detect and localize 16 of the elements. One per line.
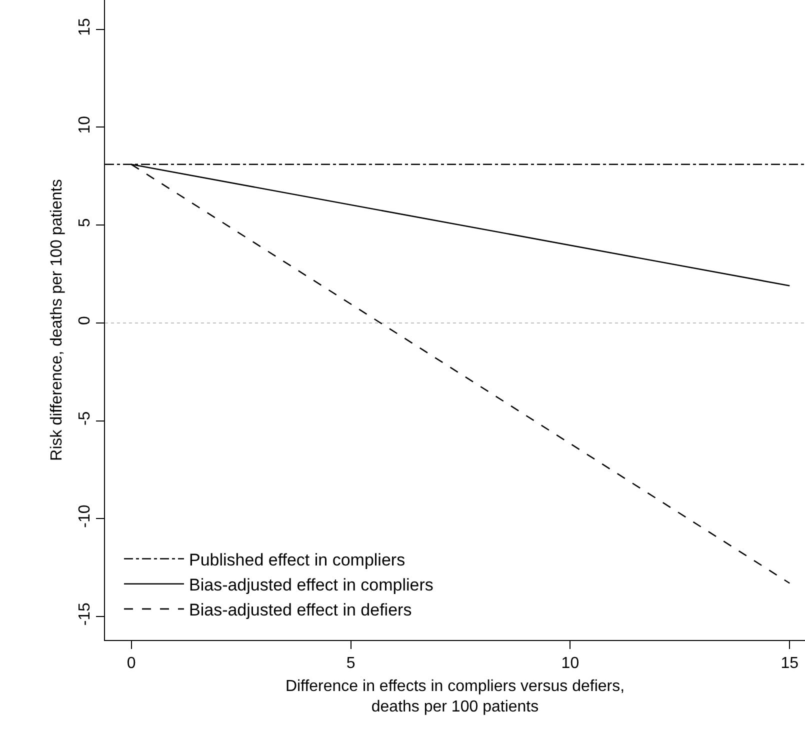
y-tick-label: -10 — [76, 504, 94, 528]
y-tick-label: 10 — [76, 116, 94, 134]
x-tick-label: 5 — [346, 655, 356, 672]
x-axis-title: Difference in effects in compliers versus defiers, deaths per 100 patients — [285, 678, 625, 716]
legend-label: Bias-adjusted effect in defiers — [189, 600, 412, 620]
x-tick-label: 10 — [561, 655, 580, 672]
y-tick-label: 0 — [76, 316, 94, 325]
y-tick-label: 15 — [76, 18, 94, 36]
legend-label: Bias-adjusted effect in compliers — [189, 575, 434, 594]
y-tick-label: -15 — [76, 602, 94, 626]
x-tick-label: 15 — [780, 655, 799, 672]
x-tick-label: 0 — [126, 655, 136, 672]
y-tick-label: -5 — [76, 411, 94, 426]
y-axis-title: Risk difference, deaths per 100 patients — [48, 179, 66, 461]
legend-label: Published effect in compliers — [189, 550, 406, 570]
y-tick-label: 5 — [76, 218, 94, 228]
